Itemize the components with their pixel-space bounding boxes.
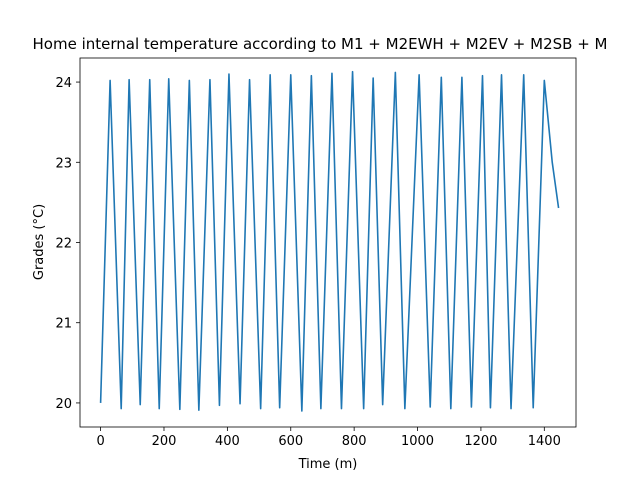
y-tick-label: 20 <box>55 397 72 412</box>
series-line-0 <box>99 70 560 412</box>
y-tick-label: 21 <box>55 317 72 332</box>
y-axis: 20 21 22 23 24 <box>55 76 80 412</box>
x-tick-label: 1200 <box>464 434 497 449</box>
x-axis-label: Time (m) <box>298 457 358 472</box>
x-tick-label: 0 <box>96 434 104 449</box>
x-tick-label: 1000 <box>401 434 434 449</box>
x-axis: 0 200 400 600 800 1000 1200 1400 <box>96 427 561 449</box>
x-tick-label: 600 <box>278 434 303 449</box>
y-tick-label: 24 <box>55 76 72 91</box>
chart-title: Home internal temperature according to M… <box>33 35 608 53</box>
series-layer <box>99 70 560 412</box>
y-axis-label: Grades (°C) <box>32 204 47 280</box>
y-tick-label: 23 <box>55 156 72 171</box>
x-tick-label: 800 <box>342 434 367 449</box>
x-tick-label: 1400 <box>528 434 561 449</box>
x-tick-label: 400 <box>215 434 240 449</box>
x-tick-label: 200 <box>152 434 177 449</box>
y-tick-label: 22 <box>55 237 72 252</box>
